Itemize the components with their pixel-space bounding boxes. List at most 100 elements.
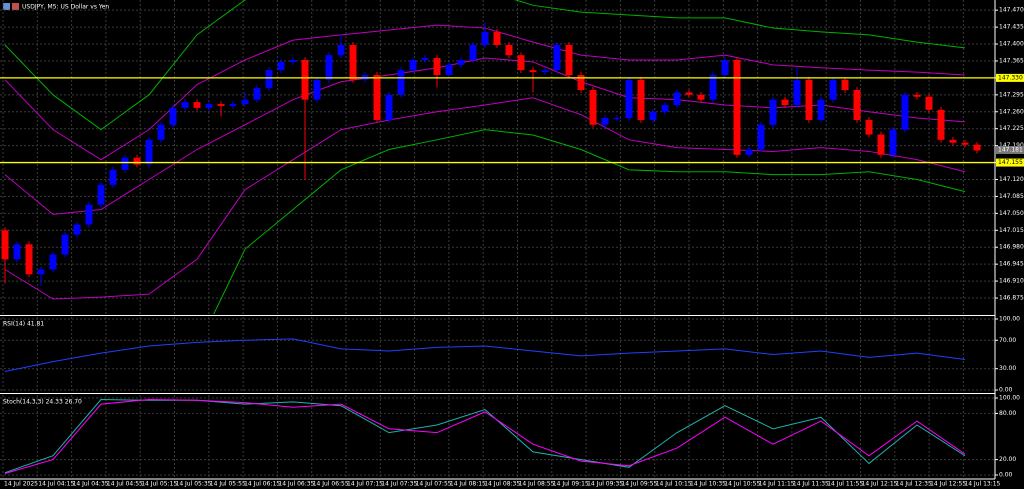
candle-body — [409, 59, 417, 71]
candle-body — [97, 184, 105, 205]
x-tick-label: 14 Jul 04:15 — [38, 481, 74, 488]
candle-body — [397, 70, 405, 95]
candle-body — [301, 59, 309, 100]
candle-body — [349, 44, 357, 80]
y-tick-label: 146.875 — [999, 295, 1024, 302]
candle-body — [217, 104, 225, 106]
candle-body — [745, 149, 753, 155]
y-tick-label: 147.435 — [999, 24, 1024, 31]
indicator-line — [4, 399, 966, 474]
candle-body — [661, 104, 669, 112]
candle-body — [625, 79, 633, 119]
candle-body — [181, 102, 189, 108]
candle-body — [817, 99, 825, 120]
y-tick-label: 146.945 — [999, 261, 1024, 268]
x-tick-label: 14 Jul 06:15 — [244, 481, 280, 488]
candle-body — [781, 99, 789, 105]
candle-body — [637, 79, 645, 120]
candle-body — [277, 61, 285, 71]
candle-body — [529, 70, 537, 73]
x-tick-label: 14 Jul 10:15 — [656, 481, 692, 488]
bollinger-band — [4, 57, 966, 215]
x-tick-label: 14 Jul 06:55 — [313, 481, 349, 488]
x-tick-label: 14 Jul 05:55 — [210, 481, 246, 488]
x-tick-label: 14 Jul 12:15 — [862, 481, 898, 488]
bollinger-band — [213, 129, 966, 314]
candle-body — [205, 104, 213, 108]
x-tick-label: 14 Jul 05:35 — [176, 481, 212, 488]
candle-body — [289, 59, 297, 62]
x-tick-label: 14 Jul 04:55 — [107, 481, 143, 488]
level-label-bg — [996, 158, 1024, 167]
y-tick-label: 146.910 — [999, 278, 1024, 285]
candle-body — [457, 59, 465, 65]
pane — [0, 318, 995, 391]
y-tick-label: 70.00 — [999, 337, 1016, 344]
pane — [0, 0, 995, 314]
candle-body — [613, 118, 621, 120]
x-tick-label: 14 Jul 08:35 — [484, 481, 520, 488]
candle-body — [1, 230, 9, 260]
x-tick-label: 14 Jul 07:55 — [416, 481, 452, 488]
x-tick-label: 14 Jul 13:15 — [964, 481, 1000, 488]
candle-body — [757, 124, 765, 150]
candle-body — [721, 59, 729, 75]
candle-body — [481, 31, 489, 45]
y-tick-label: 100.00 — [999, 315, 1020, 322]
candle-body — [433, 58, 441, 75]
candle-body — [829, 79, 837, 100]
candle-body — [805, 79, 813, 120]
bid-label-bg — [996, 145, 1024, 154]
candle-body — [961, 142, 969, 145]
candle-body — [541, 70, 549, 73]
y-tick-label: 0.00 — [999, 387, 1013, 394]
candle-body — [949, 139, 957, 143]
candle-body — [673, 92, 681, 105]
y-tick-label: 147.050 — [999, 210, 1024, 217]
x-tick-label: 14 Jul 11:55 — [827, 481, 863, 488]
bollinger-band — [4, 97, 966, 300]
y-tick-label: 147.225 — [999, 125, 1024, 132]
y-tick-label: 147.295 — [999, 91, 1024, 98]
pane-title: USDJPY, M5: US Dollar vs Yen — [22, 4, 109, 11]
candle-body — [865, 119, 873, 135]
level-label: 147.155 — [998, 159, 1023, 166]
y-tick-label: 147.190 — [999, 142, 1024, 149]
x-tick-label: 14 Jul 10:55 — [724, 481, 760, 488]
x-tick-label: 14 Jul 04:35 — [73, 481, 109, 488]
x-tick-label: 14 Jul 12:35 — [896, 481, 932, 488]
candle-body — [253, 88, 261, 100]
y-tick-label: 147.470 — [999, 7, 1024, 14]
y-tick-label: 147.085 — [999, 193, 1024, 200]
x-tick-label: 14 Jul 11:15 — [759, 481, 795, 488]
candle-body — [85, 204, 93, 225]
x-tick-label: 14 Jul 08:55 — [519, 481, 555, 488]
level-label: 147.330 — [998, 74, 1023, 81]
y-tick-label: 100.00 — [999, 395, 1020, 402]
candle-body — [133, 157, 141, 165]
candle-body — [841, 79, 849, 90]
candle-body — [109, 169, 117, 185]
candle-body — [769, 99, 777, 125]
candle-body — [601, 118, 609, 125]
candle-body — [649, 111, 657, 120]
pane-title: Stoch(14,3,3) 24.33 26.70 — [3, 399, 82, 406]
candle-body — [49, 254, 57, 270]
candle-body — [733, 59, 741, 155]
x-tick-label: 14 Jul 09:35 — [587, 481, 623, 488]
candle-body — [337, 44, 345, 56]
y-tick-label: 147.120 — [999, 176, 1024, 183]
x-tick-label: 14 Jul 07:15 — [347, 481, 383, 488]
candle-body — [121, 157, 129, 170]
x-tick-label: 14 Jul 05:15 — [141, 481, 177, 488]
candle-body — [385, 94, 393, 120]
candle-body — [325, 55, 333, 80]
candle-body — [469, 44, 477, 60]
level-label-bg — [996, 73, 1024, 82]
candle-body — [229, 104, 237, 106]
x-tick-label: 14 Jul 09:55 — [621, 481, 657, 488]
candle-body — [565, 44, 573, 75]
symbol-icon — [3, 3, 10, 10]
candle-body — [913, 94, 921, 97]
x-tick-label: 14 Jul 07:35 — [381, 481, 417, 488]
